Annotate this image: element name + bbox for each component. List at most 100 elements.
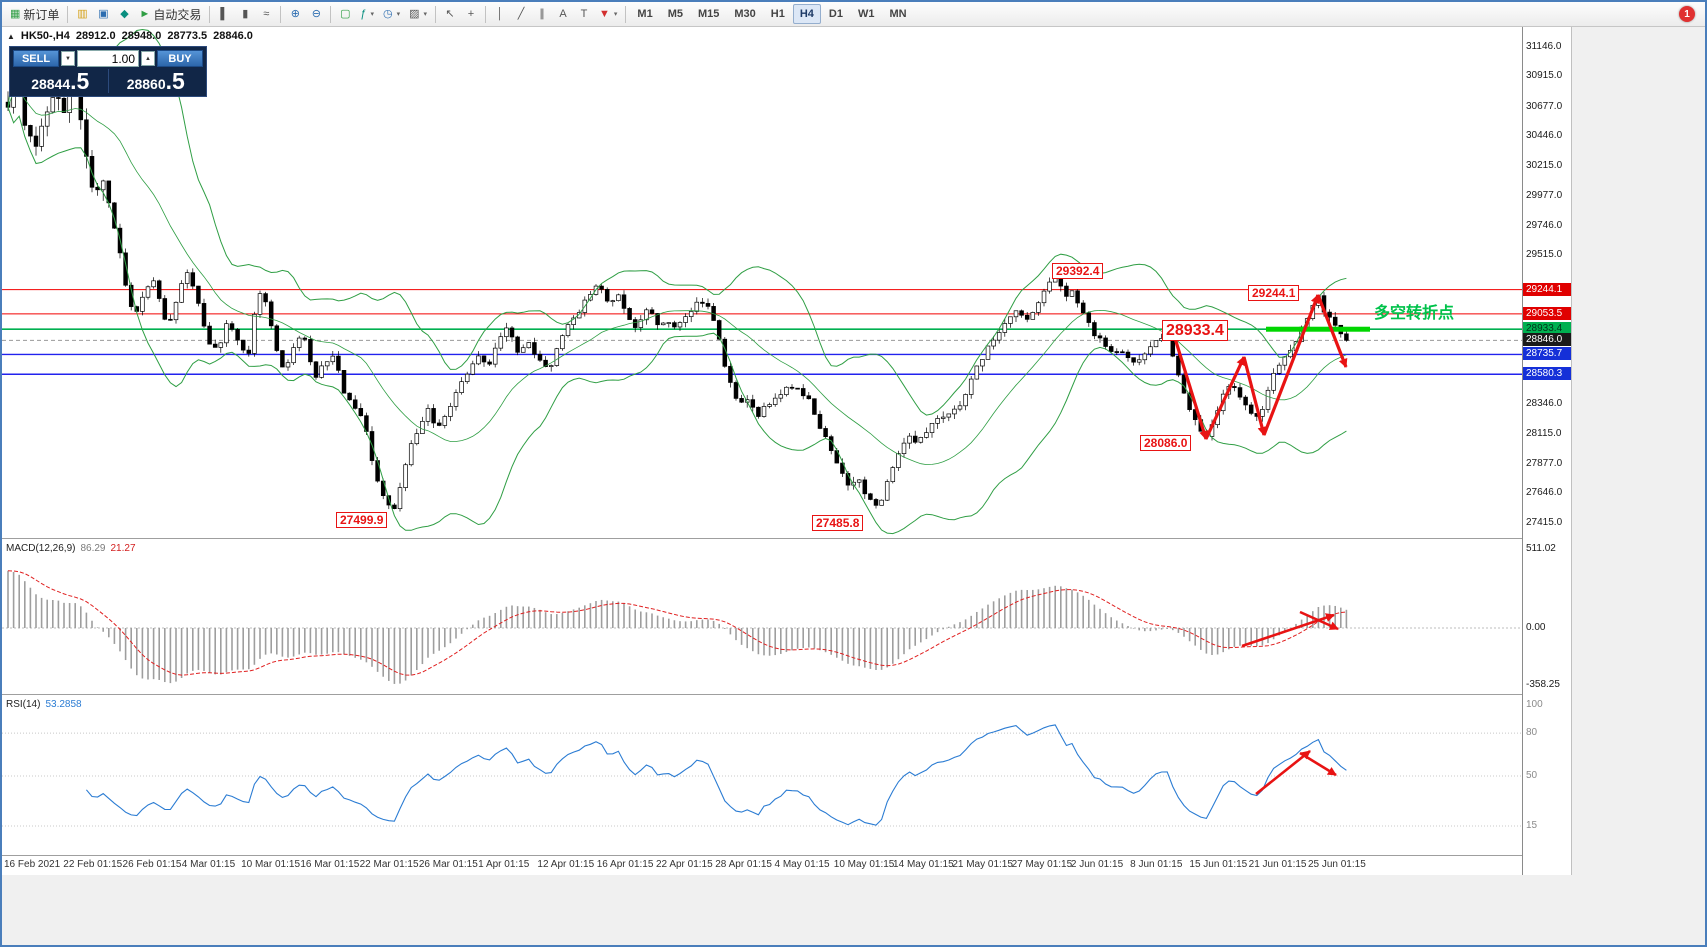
chart-collapse-icon[interactable]: ▲ (7, 31, 15, 41)
periods-icon: ◷ (382, 7, 393, 20)
line-chart-button[interactable]: ≈ (256, 4, 276, 24)
navigator-icon: ◆ (120, 7, 129, 20)
time-axis-label: 16 Mar 01:15 (300, 859, 360, 870)
price-axis-tag: 29053.5 (1523, 306, 1571, 320)
chart-title: ▲ HK50-,H4 28912.0 28948.0 28773.5 28846… (7, 30, 253, 42)
toolbar-separator (330, 5, 332, 23)
timeframe-h4[interactable]: H4 (792, 4, 821, 24)
price-callout: 28933.4 (1162, 320, 1228, 341)
toolbar-separator (485, 5, 487, 23)
price-axis-tick: 29746.0 (1526, 219, 1563, 231)
time-axis[interactable]: 16 Feb 2021 22 Feb 01:15 26 Feb 01:15 4 Mar… (2, 855, 1522, 875)
templates-button[interactable]: ▨ ▾ (405, 4, 431, 24)
new-order-button[interactable]: ▦ 新订单 (6, 4, 63, 24)
timeframe-d1[interactable]: D1 (822, 4, 850, 24)
indicators-button[interactable]: ƒ ▾ (356, 4, 378, 24)
time-axis-label: 22 Apr 01:15 (655, 859, 713, 870)
crosshair-button[interactable]: + (461, 4, 481, 24)
bar-chart-button[interactable]: ▌ (214, 4, 234, 24)
price-axis[interactable]: 31146.0 30915.0 30677.0 30446.0 30215.0 29977… (1523, 27, 1572, 875)
macd-histogram (7, 570, 1348, 684)
timeframe-m30[interactable]: M30 (727, 4, 762, 24)
autotrade-label: 自动交易 (153, 7, 202, 22)
sell-price-main: 28844 (31, 76, 71, 92)
vertical-line-button[interactable]: │ (490, 4, 510, 24)
price-callout: 27485.8 (812, 515, 864, 531)
price-axis-tick: 27646.0 (1526, 487, 1563, 499)
timeframe-m1[interactable]: M1 (630, 4, 659, 24)
cursor-button[interactable]: ↖ (440, 4, 460, 24)
volume-input[interactable]: 1.00 (77, 50, 139, 67)
rsi-name: RSI(14) (6, 699, 41, 710)
price-axis-tag: 28580.3 (1523, 367, 1571, 381)
zoom-in-button[interactable]: ⊕ (285, 4, 305, 24)
time-axis-label: 16 Feb 2021 (4, 859, 61, 870)
buy-button[interactable]: BUY (157, 50, 203, 67)
sell-price-pips: .5 (70, 68, 90, 94)
trendline-button[interactable]: ╱ (511, 4, 531, 24)
panel-divider[interactable] (2, 694, 1522, 695)
tile-windows-button[interactable]: ▢ (335, 4, 355, 24)
text-tool-icon: A (559, 7, 567, 20)
indicators-caret-icon: ▾ (370, 11, 374, 18)
timeframe-mn[interactable]: MN (882, 4, 913, 24)
price-axis-tick: 28346.0 (1526, 398, 1563, 410)
rsi-label: RSI(14) 53.2858 (6, 699, 82, 710)
label-tool-button[interactable]: T (574, 4, 594, 24)
chart-area[interactable]: ▲ HK50-,H4 28912.0 28948.0 28773.5 28846… (2, 27, 1523, 875)
notification-badge[interactable]: 1 (1679, 6, 1695, 22)
chart-symbol-period: HK50-,H4 (20, 30, 70, 42)
forecast-arrows-layer (1172, 294, 1348, 440)
main-chart[interactable] (2, 27, 1522, 539)
price-axis-tick: 30915.0 (1526, 70, 1563, 82)
market-watch-icon: ▥ (77, 7, 88, 20)
turning-point-green-bar[interactable] (1266, 326, 1370, 332)
periods-button[interactable]: ◷ ▾ (379, 4, 404, 24)
time-axis-label: 4 May 01:15 (774, 859, 830, 870)
sell-button[interactable]: SELL (13, 50, 59, 67)
time-axis-label: 22 Mar 01:15 (359, 859, 419, 870)
time-axis-label: 21 May 01:15 (952, 859, 1013, 870)
sell-price[interactable]: 28844 .5 (13, 69, 108, 93)
time-axis-label: 8 Jun 01:15 (1130, 859, 1183, 870)
market-watch-button[interactable]: ▥ (72, 4, 92, 24)
timeframe-m15[interactable]: M15 (691, 4, 726, 24)
text-tool-button[interactable]: A (553, 4, 573, 24)
autotrade-button[interactable]: ► 自动交易 (135, 4, 205, 24)
rsi-axis-tick: 80 (1526, 727, 1538, 739)
volume-increase-button[interactable]: ▲ (141, 51, 155, 66)
toolbar-separator (435, 5, 437, 23)
arrows-caret-icon: ▾ (613, 11, 618, 18)
price-axis-tick: 29977.0 (1526, 190, 1563, 202)
rsi-value: 53.2858 (45, 699, 82, 710)
toolbar-separator (625, 5, 627, 23)
time-axis-label: 21 Jun 01:15 (1248, 859, 1307, 870)
price-axis-tag: 28933.4 (1523, 322, 1571, 336)
right-gutter (1572, 27, 1705, 945)
navigator-button[interactable]: ◆ (114, 4, 134, 24)
timeframe-m5[interactable]: M5 (661, 4, 690, 24)
buy-price[interactable]: 28860 .5 (107, 69, 204, 93)
timeframe-w1[interactable]: W1 (851, 4, 882, 24)
zoom-out-button[interactable]: ⊖ (306, 4, 326, 24)
price-axis-tag: 29244.1 (1523, 282, 1571, 296)
data-window-button[interactable]: ▣ (93, 4, 113, 24)
price-callout: 29244.1 (1248, 285, 1300, 301)
timeframe-h1[interactable]: H1 (764, 4, 792, 24)
candlestick-button[interactable]: ▮ (235, 4, 255, 24)
time-axis-label: 4 Mar 01:15 (181, 859, 236, 870)
volume-decrease-button[interactable]: ▼ (61, 51, 75, 66)
arrows-tool-button[interactable]: ▼ ▾ (595, 4, 621, 24)
buy-price-main: 28860 (126, 76, 166, 92)
label-tool-icon: T (580, 7, 588, 20)
macd-value-signal: 21.27 (110, 543, 136, 554)
autotrade-icon: ► (139, 7, 151, 20)
new-order-icon: ▦ (10, 7, 21, 20)
macd-panel[interactable] (2, 539, 1522, 695)
price-axis-tick: 28115.0 (1526, 427, 1562, 439)
channel-button[interactable]: ∥ (532, 4, 552, 24)
rsi-panel[interactable] (2, 695, 1522, 855)
vertical-line-icon: │ (496, 7, 504, 20)
time-axis-label: 16 Apr 01:15 (596, 859, 654, 870)
panel-divider[interactable] (2, 538, 1522, 539)
